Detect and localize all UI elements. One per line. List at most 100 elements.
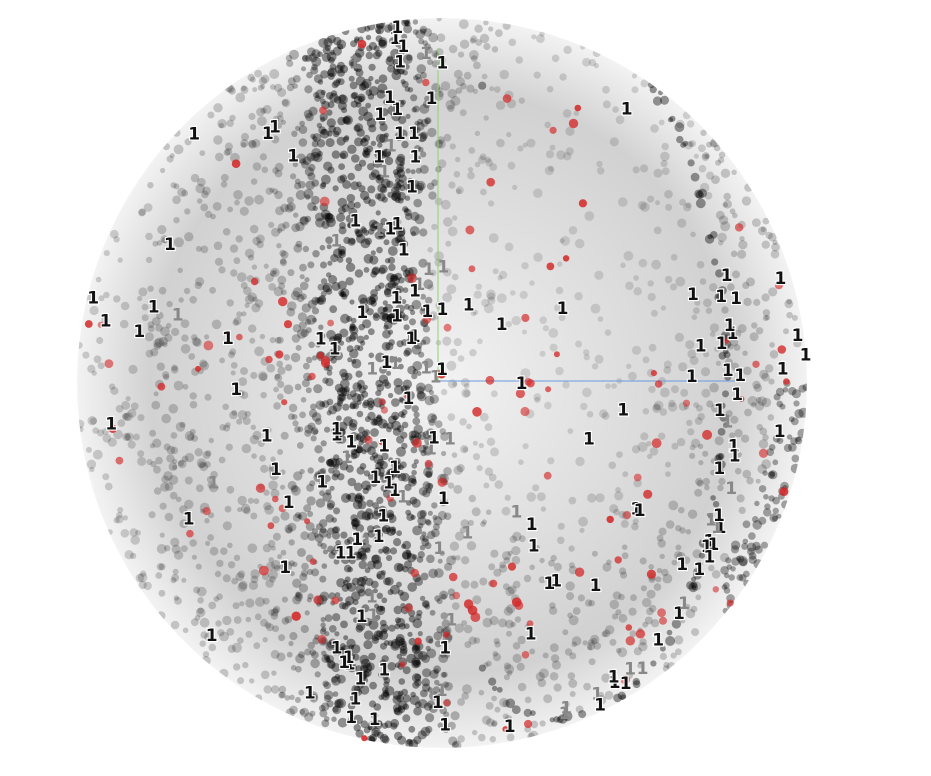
highlight-point[interactable] — [319, 106, 327, 115]
highlight-point[interactable] — [319, 196, 330, 207]
highlight-point[interactable] — [403, 391, 411, 399]
highlight-point[interactable] — [364, 435, 373, 445]
highlight-point[interactable] — [283, 320, 293, 329]
highlight-point[interactable] — [437, 369, 447, 379]
highlight-point[interactable] — [378, 439, 385, 446]
highlight-point[interactable] — [308, 372, 316, 381]
highlight-point[interactable] — [657, 608, 666, 618]
highlight-point[interactable] — [361, 735, 368, 742]
highlight-point[interactable] — [472, 407, 482, 417]
highlight-point[interactable] — [281, 399, 288, 406]
highlight-point[interactable] — [620, 675, 630, 685]
highlight-point[interactable] — [258, 565, 269, 576]
highlight-point[interactable] — [502, 726, 509, 733]
highlight-point[interactable] — [255, 483, 266, 493]
highlight-point[interactable] — [650, 370, 658, 377]
highlight-point[interactable] — [399, 661, 406, 668]
highlight-point[interactable] — [267, 522, 275, 530]
highlight-point[interactable] — [702, 429, 713, 440]
highlight-point[interactable] — [546, 262, 555, 271]
highlight-point[interactable] — [443, 631, 450, 638]
highlight-point[interactable] — [726, 599, 734, 607]
highlight-point[interactable] — [304, 518, 311, 525]
highlight-point[interactable] — [502, 94, 512, 103]
highlight-point[interactable] — [203, 340, 214, 351]
highlight-point[interactable] — [614, 556, 622, 564]
highlight-point[interactable] — [521, 313, 530, 323]
highlight-point[interactable] — [404, 603, 413, 613]
highlight-point[interactable] — [412, 438, 422, 448]
highlight-point[interactable] — [574, 567, 585, 577]
highlight-point[interactable] — [422, 78, 430, 87]
highlight-point[interactable] — [380, 406, 388, 414]
highlight-point[interactable] — [485, 375, 495, 385]
highlight-point[interactable] — [327, 319, 334, 327]
highlight-point[interactable] — [202, 507, 211, 516]
highlight-point[interactable] — [443, 699, 451, 707]
highlight-point[interactable] — [524, 719, 533, 729]
highlight-point[interactable] — [777, 345, 787, 354]
highlight-point[interactable] — [521, 651, 530, 659]
highlight-point[interactable] — [231, 159, 241, 168]
highlight-point[interactable] — [157, 382, 166, 391]
highlight-point[interactable] — [463, 599, 474, 609]
highlight-point[interactable] — [486, 177, 496, 187]
highlight-point[interactable] — [654, 380, 663, 388]
highlight-point[interactable] — [424, 459, 433, 468]
highlight-point[interactable] — [562, 255, 570, 262]
highlight-point[interactable] — [633, 473, 642, 482]
highlight-point[interactable] — [422, 315, 432, 324]
highlight-point[interactable] — [275, 350, 284, 359]
highlight-point[interactable] — [452, 591, 461, 600]
highlight-point[interactable] — [186, 529, 194, 538]
highlight-point[interactable] — [625, 636, 635, 646]
highlight-point[interactable] — [448, 572, 458, 582]
highlight-point[interactable] — [317, 634, 327, 644]
highlight-point[interactable] — [316, 352, 325, 360]
highlight-point[interactable] — [545, 386, 552, 393]
highlight-point[interactable] — [465, 225, 475, 235]
highlight-point[interactable] — [437, 477, 447, 487]
highlight-point[interactable] — [515, 388, 526, 399]
highlight-point[interactable] — [514, 600, 524, 610]
highlight-point[interactable] — [272, 495, 279, 503]
highlight-point[interactable] — [468, 265, 476, 273]
highlight-point[interactable] — [265, 355, 273, 364]
highlight-point[interactable] — [278, 296, 288, 307]
highlight-point[interactable] — [278, 504, 287, 513]
highlight-point[interactable] — [712, 586, 719, 593]
highlight-point[interactable] — [195, 365, 201, 372]
highlight-point[interactable] — [84, 320, 93, 328]
highlight-point[interactable] — [386, 494, 394, 502]
highlight-point[interactable] — [357, 39, 367, 49]
highlight-point[interactable] — [313, 595, 323, 605]
highlight-point[interactable] — [553, 351, 560, 358]
highlight-point[interactable] — [250, 277, 259, 286]
highlight-point[interactable] — [549, 126, 557, 134]
highlight-point[interactable] — [104, 359, 114, 368]
highlight-point[interactable] — [643, 489, 653, 499]
highlight-point[interactable] — [526, 620, 534, 628]
highlight-point[interactable] — [507, 562, 517, 571]
highlight-point[interactable] — [115, 456, 124, 465]
highlight-point[interactable] — [646, 569, 657, 579]
highlight-point[interactable] — [774, 281, 784, 290]
highlight-point[interactable] — [543, 471, 552, 480]
highlight-point[interactable] — [783, 378, 790, 385]
highlight-point[interactable] — [625, 624, 633, 631]
highlight-point[interactable] — [489, 579, 498, 588]
highlight-point[interactable] — [414, 637, 422, 645]
highlight-point[interactable] — [236, 333, 243, 341]
highlight-point[interactable] — [578, 199, 588, 208]
highlight-point[interactable] — [651, 438, 662, 449]
highlight-point[interactable] — [470, 612, 481, 622]
highlight-point[interactable] — [291, 611, 301, 621]
highlight-point[interactable] — [723, 337, 730, 344]
highlight-point[interactable] — [758, 448, 769, 458]
highlight-point[interactable] — [108, 424, 117, 433]
highlight-point[interactable] — [443, 323, 452, 332]
highlight-point[interactable] — [320, 358, 331, 368]
highlight-point[interactable] — [520, 406, 530, 417]
